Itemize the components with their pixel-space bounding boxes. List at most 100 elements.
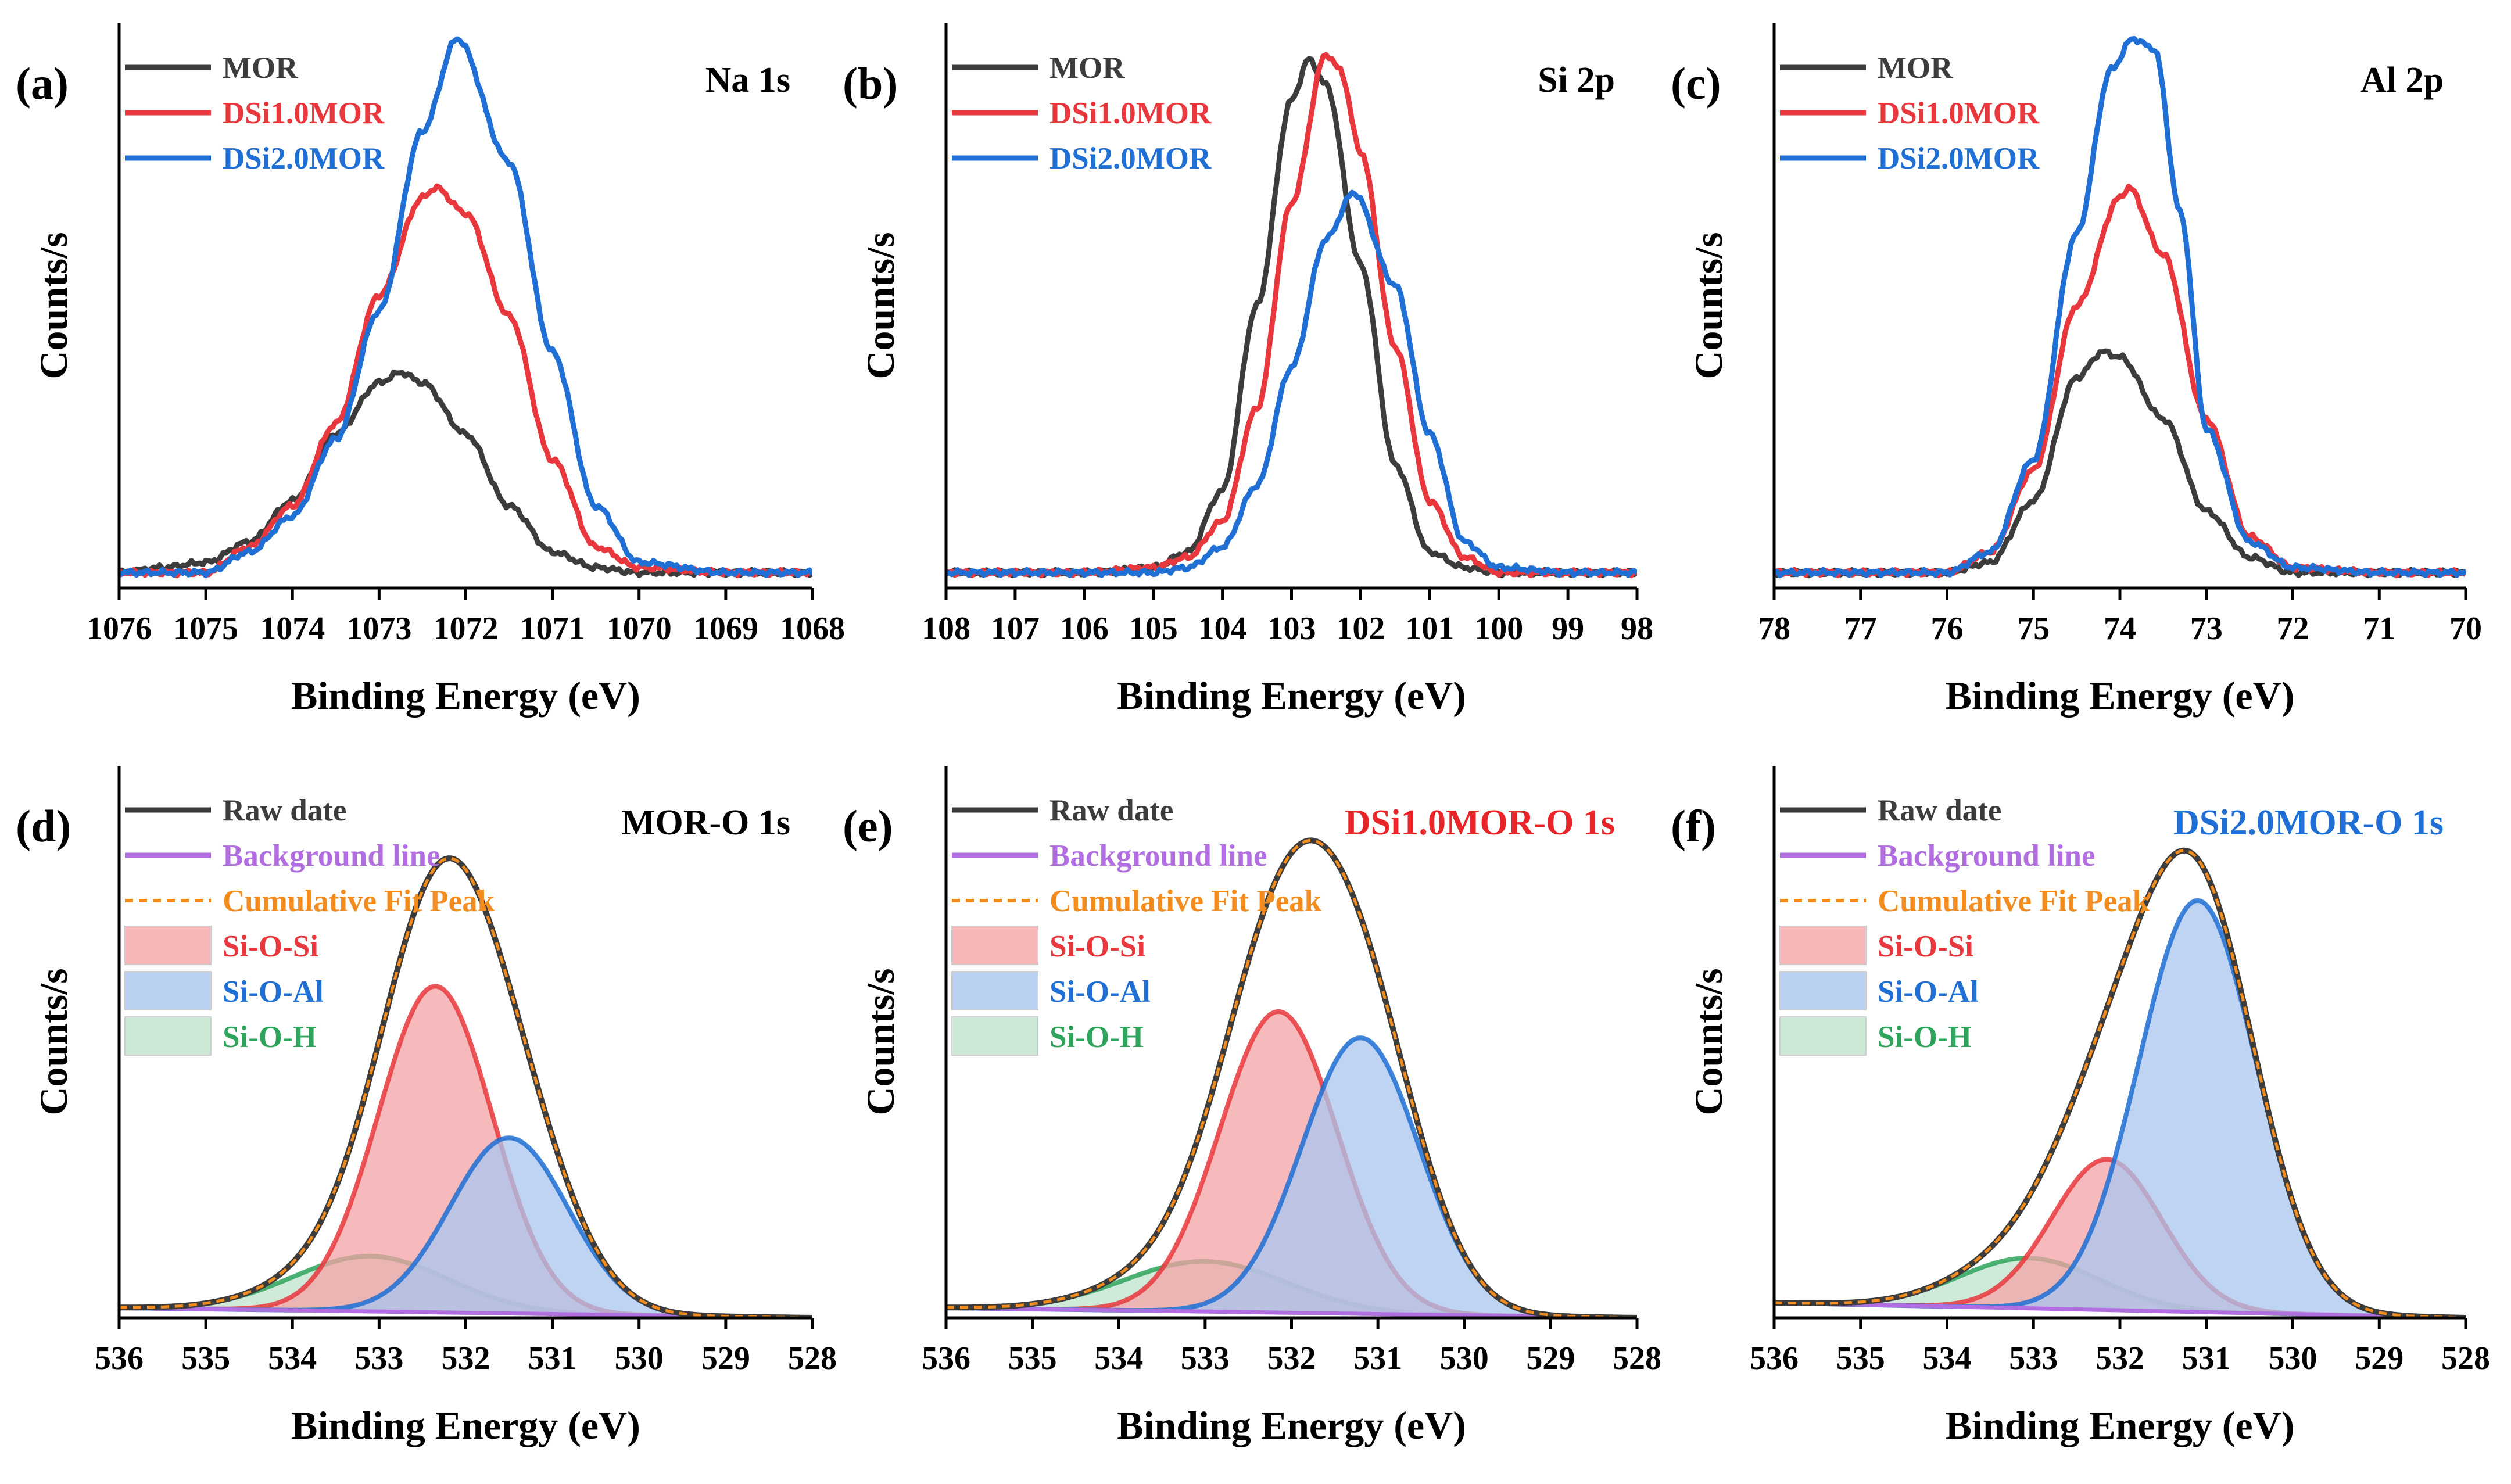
x-tick-label: 529 — [1526, 1340, 1575, 1377]
x-tick-label: 102 — [1336, 611, 1385, 647]
panel-title: Al 2p — [2360, 60, 2444, 100]
x-tick-label: 532 — [2096, 1340, 2144, 1377]
x-tick-label: 533 — [2009, 1340, 2058, 1377]
legend-item: Si-O-H — [1779, 1016, 1972, 1056]
x-tick-label: 531 — [1353, 1340, 1402, 1377]
legend-item: DSi1.0MOR — [952, 96, 1212, 130]
x-tick-label: 1070 — [607, 611, 672, 647]
legend-label: DSi1.0MOR — [1878, 96, 2040, 130]
x-tick-label: 1069 — [693, 611, 758, 647]
legend-swatch — [124, 1016, 212, 1056]
x-tick-label: 536 — [922, 1340, 970, 1377]
panel-label: (f) — [1671, 801, 1716, 851]
legend-item: Si-O-Si — [951, 926, 1145, 965]
y-axis-label: Counts/s — [1686, 232, 1731, 379]
legend: MOR DSi1.0MOR DSi2.0MOR — [952, 51, 1212, 175]
x-tick-label: 70 — [2449, 611, 2482, 647]
legend: Raw date Background line Cumulative Fit Pe… — [951, 794, 1322, 1056]
legend-label: Raw date — [223, 794, 346, 827]
series-line-dsi2-0mor — [1774, 36, 2466, 579]
plot-area — [119, 855, 812, 1318]
x-tick-label: 101 — [1405, 611, 1454, 647]
legend-item: Background line — [125, 839, 440, 873]
legend-item: Background line — [1780, 839, 2096, 873]
legend-swatch — [951, 1016, 1038, 1056]
legend-item: Si-O-Si — [124, 926, 318, 965]
peak-fill-si-o-si — [119, 986, 812, 1318]
legend-label: DSi2.0MOR — [223, 142, 385, 175]
series-line-dsi1-0mor — [946, 52, 1637, 579]
panel-label: (c) — [1671, 58, 1721, 109]
legend-swatch — [124, 926, 212, 965]
x-tick-label: 534 — [1094, 1340, 1143, 1377]
legend-item: MOR — [125, 51, 298, 85]
x-tick-label: 530 — [1440, 1340, 1489, 1377]
x-axis-label: Binding Energy (eV) — [1946, 1403, 2295, 1447]
y-axis-label: Counts/s — [31, 968, 76, 1115]
x-tick-label: 530 — [2269, 1340, 2317, 1377]
x-tick-label: 534 — [268, 1340, 317, 1377]
legend-item: DSi2.0MOR — [1780, 142, 2040, 175]
x-tick-label: 76 — [1931, 611, 1964, 647]
x-tick-label: 532 — [442, 1340, 490, 1377]
legend-item: Si-O-Si — [1779, 926, 1973, 965]
legend-swatch — [1779, 971, 1867, 1010]
plot-area — [1774, 847, 2466, 1318]
x-tick-label: 530 — [615, 1340, 664, 1377]
legend-label: Background line — [1878, 839, 2096, 873]
legend: Raw date Background line Cumulative Fit Pe… — [1779, 794, 2150, 1056]
cumulative-fit-line — [946, 838, 1637, 1318]
legend-label: Cumulative Fit Peak — [1878, 884, 2150, 918]
x-tick-label: 533 — [1181, 1340, 1230, 1377]
legend-label: Si-O-Si — [1049, 930, 1145, 963]
x-tick-label: 531 — [2182, 1340, 2231, 1377]
legend-label: Si-O-H — [1878, 1020, 1972, 1054]
series-line-mor — [946, 56, 1637, 579]
plot-area — [946, 837, 1637, 1318]
panel-f: 536 535 534 533 532 531 530 529 528 Binding Energ… — [1671, 766, 2490, 1447]
x-tick-label: 100 — [1474, 611, 1523, 647]
series-line-dsi1-0mor — [119, 183, 812, 579]
legend-label: MOR — [1878, 51, 1953, 85]
x-tick-label: 73 — [2190, 611, 2223, 647]
legend-label: Background line — [1049, 839, 1267, 873]
y-axis-label: Counts/s — [31, 232, 76, 379]
panel-title: MOR-O 1s — [621, 803, 790, 843]
x-tick-label: 536 — [1750, 1340, 1799, 1377]
x-axis-label: Binding Energy (eV) — [1117, 673, 1466, 718]
x-tick-label: 77 — [1844, 611, 1877, 647]
legend-label: Si-O-Si — [1878, 930, 1973, 963]
x-tick-label: 104 — [1198, 611, 1247, 647]
legend-label: DSi2.0MOR — [1049, 142, 1212, 175]
peak-fill-si-o-si — [946, 1012, 1637, 1318]
legend-swatch — [124, 971, 212, 1010]
panel-title: DSi1.0MOR-O 1s — [1345, 803, 1615, 843]
legend-item: Cumulative Fit Peak — [952, 884, 1322, 918]
x-tick-label: 529 — [2355, 1340, 2403, 1377]
cumulative-fit-line — [1774, 849, 2466, 1318]
legend-item: Si-O-H — [951, 1016, 1144, 1056]
legend-label: Cumulative Fit Peak — [223, 884, 495, 918]
x-tick-label: 528 — [2441, 1340, 2490, 1377]
legend-label: Si-O-H — [223, 1020, 317, 1054]
x-tick-label: 528 — [1613, 1340, 1661, 1377]
x-tick-label: 106 — [1060, 611, 1109, 647]
x-tick-label: 535 — [181, 1340, 230, 1377]
x-tick-label: 531 — [528, 1340, 577, 1377]
legend-item: DSi2.0MOR — [125, 142, 385, 175]
series-line-mor — [119, 369, 812, 578]
x-tick-label: 105 — [1129, 611, 1178, 647]
y-axis-label: Counts/s — [1686, 968, 1731, 1115]
x-axis-label: Binding Energy (eV) — [1117, 1403, 1466, 1447]
legend-item: Cumulative Fit Peak — [125, 884, 495, 918]
x-tick-label: 528 — [788, 1340, 837, 1377]
series-line-dsi1-0mor — [1774, 184, 2466, 579]
plot-area — [946, 52, 1637, 579]
legend-item: Si-O-H — [124, 1016, 317, 1056]
x-tick-label: 1076 — [87, 611, 152, 647]
x-tick-label: 1074 — [260, 611, 325, 647]
plot-area — [119, 36, 812, 579]
y-axis-label: Counts/s — [858, 968, 902, 1115]
legend-item: Cumulative Fit Peak — [1780, 884, 2150, 918]
x-tick-label: 535 — [1008, 1340, 1057, 1377]
